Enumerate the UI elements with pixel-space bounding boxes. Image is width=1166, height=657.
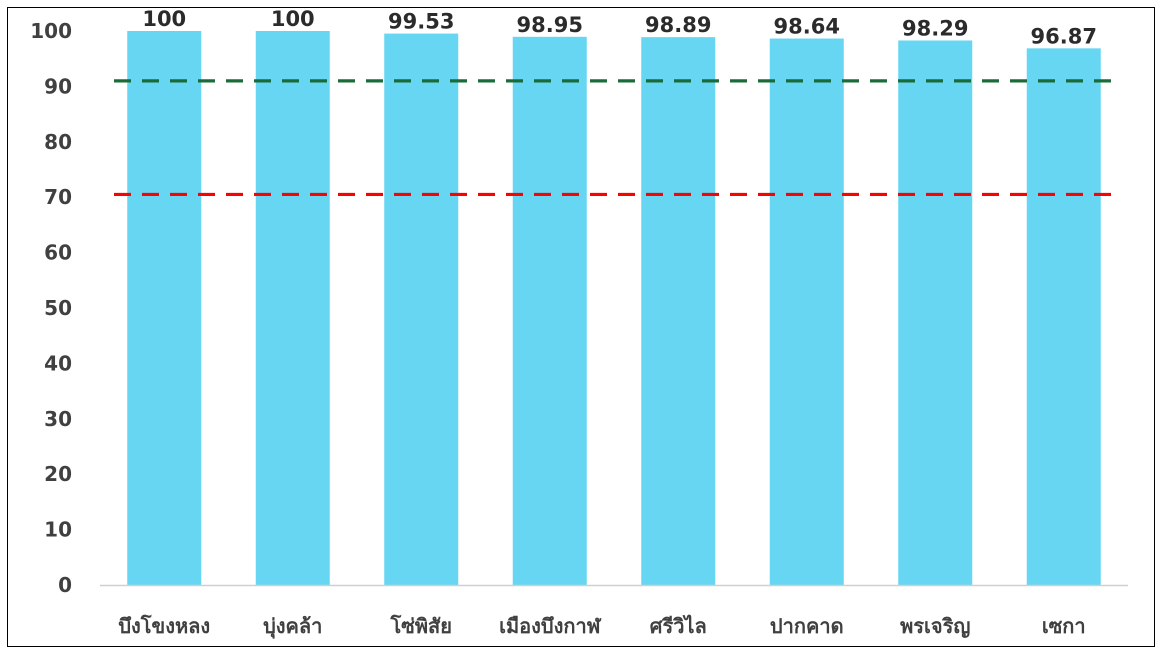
- value-label-2: 100: [271, 7, 315, 31]
- y-axis-ticks: 0 10 20 30 40 50 60 70 80 90 100: [30, 19, 72, 597]
- category-label-5: ศรีวิไล: [650, 614, 707, 638]
- value-label-5: 98.89: [645, 13, 711, 37]
- category-label-7: พรเจริญ: [900, 614, 970, 638]
- value-labels-group: 100 100 99.53 98.95 98.89 98.64 98.29 96.87: [142, 7, 1097, 48]
- y-tick-label-40: 40: [44, 351, 72, 375]
- y-tick-label-0: 0: [58, 573, 72, 597]
- y-tick-label-10: 10: [44, 518, 72, 542]
- y-tick-label-30: 30: [44, 407, 72, 431]
- y-tick-label-80: 80: [44, 130, 72, 154]
- category-label-6: ปากคาด: [770, 614, 844, 638]
- value-label-6: 98.64: [774, 15, 840, 39]
- value-label-4: 98.95: [517, 13, 583, 37]
- category-label-1: บึงโขงหลง: [118, 614, 210, 638]
- y-tick-label-20: 20: [44, 462, 72, 486]
- category-label-4: เมืองบึงกาฬ: [499, 614, 602, 638]
- bar-4: [512, 36, 587, 585]
- bar-5: [641, 37, 716, 585]
- bar-8: [1026, 48, 1101, 585]
- category-label-3: โซ่พิสัย: [390, 614, 452, 638]
- bar-7: [898, 40, 973, 586]
- y-tick-label-70: 70: [44, 185, 72, 209]
- value-label-7: 98.29: [902, 16, 968, 40]
- category-labels-group: บึงโขงหลง บุ่งคล้า โซ่พิสัย เมืองบึงกาฬ ศรีว…: [118, 614, 1085, 639]
- value-label-8: 96.87: [1031, 24, 1097, 48]
- y-tick-label-100: 100: [30, 19, 72, 43]
- y-tick-label-60: 60: [44, 241, 72, 265]
- value-label-1: 100: [142, 7, 186, 31]
- category-label-2: บุ่งคล้า: [263, 614, 322, 639]
- value-label-3: 99.53: [388, 10, 454, 34]
- bar-2: [255, 31, 330, 585]
- bars-group: [127, 31, 1101, 586]
- bar-6: [769, 38, 844, 585]
- bar-1: [127, 31, 202, 585]
- bar-3: [384, 33, 459, 585]
- y-tick-label-50: 50: [44, 296, 72, 320]
- category-label-8: เซกา: [1042, 614, 1086, 638]
- y-tick-label-90: 90: [44, 74, 72, 98]
